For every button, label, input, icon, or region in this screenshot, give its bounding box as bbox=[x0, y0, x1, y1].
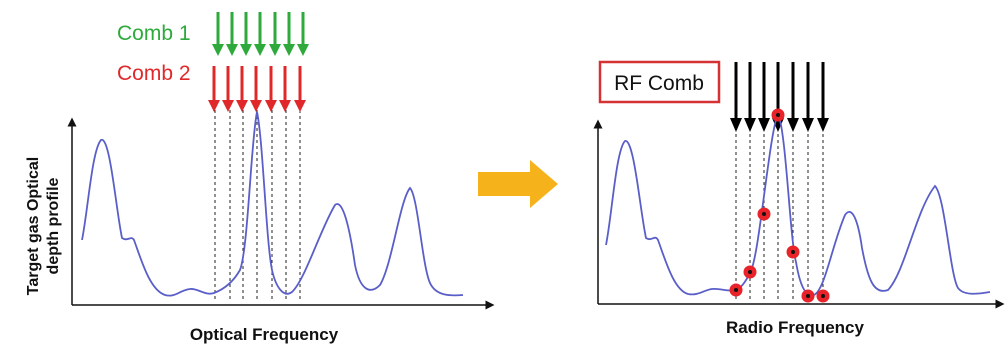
sample-marker bbox=[816, 289, 830, 303]
comb2-label: Comb 2 bbox=[117, 62, 191, 85]
left-y-label-line1: Target gas Optical bbox=[25, 157, 42, 295]
comb1-arrow bbox=[254, 12, 266, 56]
rf-comb-arrow bbox=[802, 62, 814, 132]
comb2-arrow bbox=[250, 66, 262, 112]
rf-comb-box bbox=[598, 60, 721, 104]
comb1-arrow bbox=[297, 12, 309, 56]
comb1-arrow bbox=[240, 12, 252, 56]
comb2-arrow bbox=[208, 66, 220, 112]
rf-sample-markers bbox=[729, 108, 830, 303]
comb1-label: Comb 1 bbox=[117, 22, 191, 45]
comb2-arrow bbox=[279, 66, 291, 112]
sample-marker bbox=[729, 283, 743, 297]
rf-comb-arrows bbox=[730, 62, 829, 132]
left-x-label: Optical Frequency bbox=[190, 325, 339, 344]
comb1-arrow bbox=[212, 12, 224, 56]
comb2-arrows bbox=[208, 66, 306, 112]
comb2-arrow bbox=[294, 66, 306, 112]
rf-comb-arrow bbox=[758, 62, 770, 132]
sample-marker bbox=[771, 108, 785, 122]
sample-marker bbox=[801, 289, 815, 303]
rf-comb-arrow bbox=[730, 62, 742, 132]
right-x-label: Radio Frequency bbox=[726, 318, 864, 337]
comb2-arrow bbox=[265, 66, 277, 112]
left-optical-depth-curve bbox=[81, 111, 464, 297]
comb2-arrow bbox=[236, 66, 248, 112]
right-panel: Radio Frequency RF Comb bbox=[593, 60, 1005, 337]
comb1-arrow bbox=[226, 12, 238, 56]
rf-comb-arrow bbox=[817, 62, 829, 132]
comb1-arrows bbox=[212, 12, 309, 56]
comb1-arrow bbox=[283, 12, 295, 56]
rf-comb-arrow bbox=[744, 62, 756, 132]
sample-marker bbox=[786, 245, 800, 259]
sample-marker bbox=[743, 265, 757, 279]
left-comb-dashed-lines bbox=[214, 110, 301, 300]
comb2-arrow bbox=[222, 66, 234, 112]
rf-comb-label: RF Comb bbox=[614, 72, 704, 95]
right-optical-depth-curve bbox=[605, 111, 991, 297]
left-y-label-line2: depth profile bbox=[45, 177, 62, 274]
rf-comb-arrow bbox=[787, 62, 799, 132]
right-arrow-icon bbox=[478, 160, 558, 208]
sample-marker bbox=[757, 207, 771, 221]
left-panel: Target gas Optical depth profile Optical… bbox=[25, 12, 495, 344]
comb1-arrow bbox=[269, 12, 281, 56]
